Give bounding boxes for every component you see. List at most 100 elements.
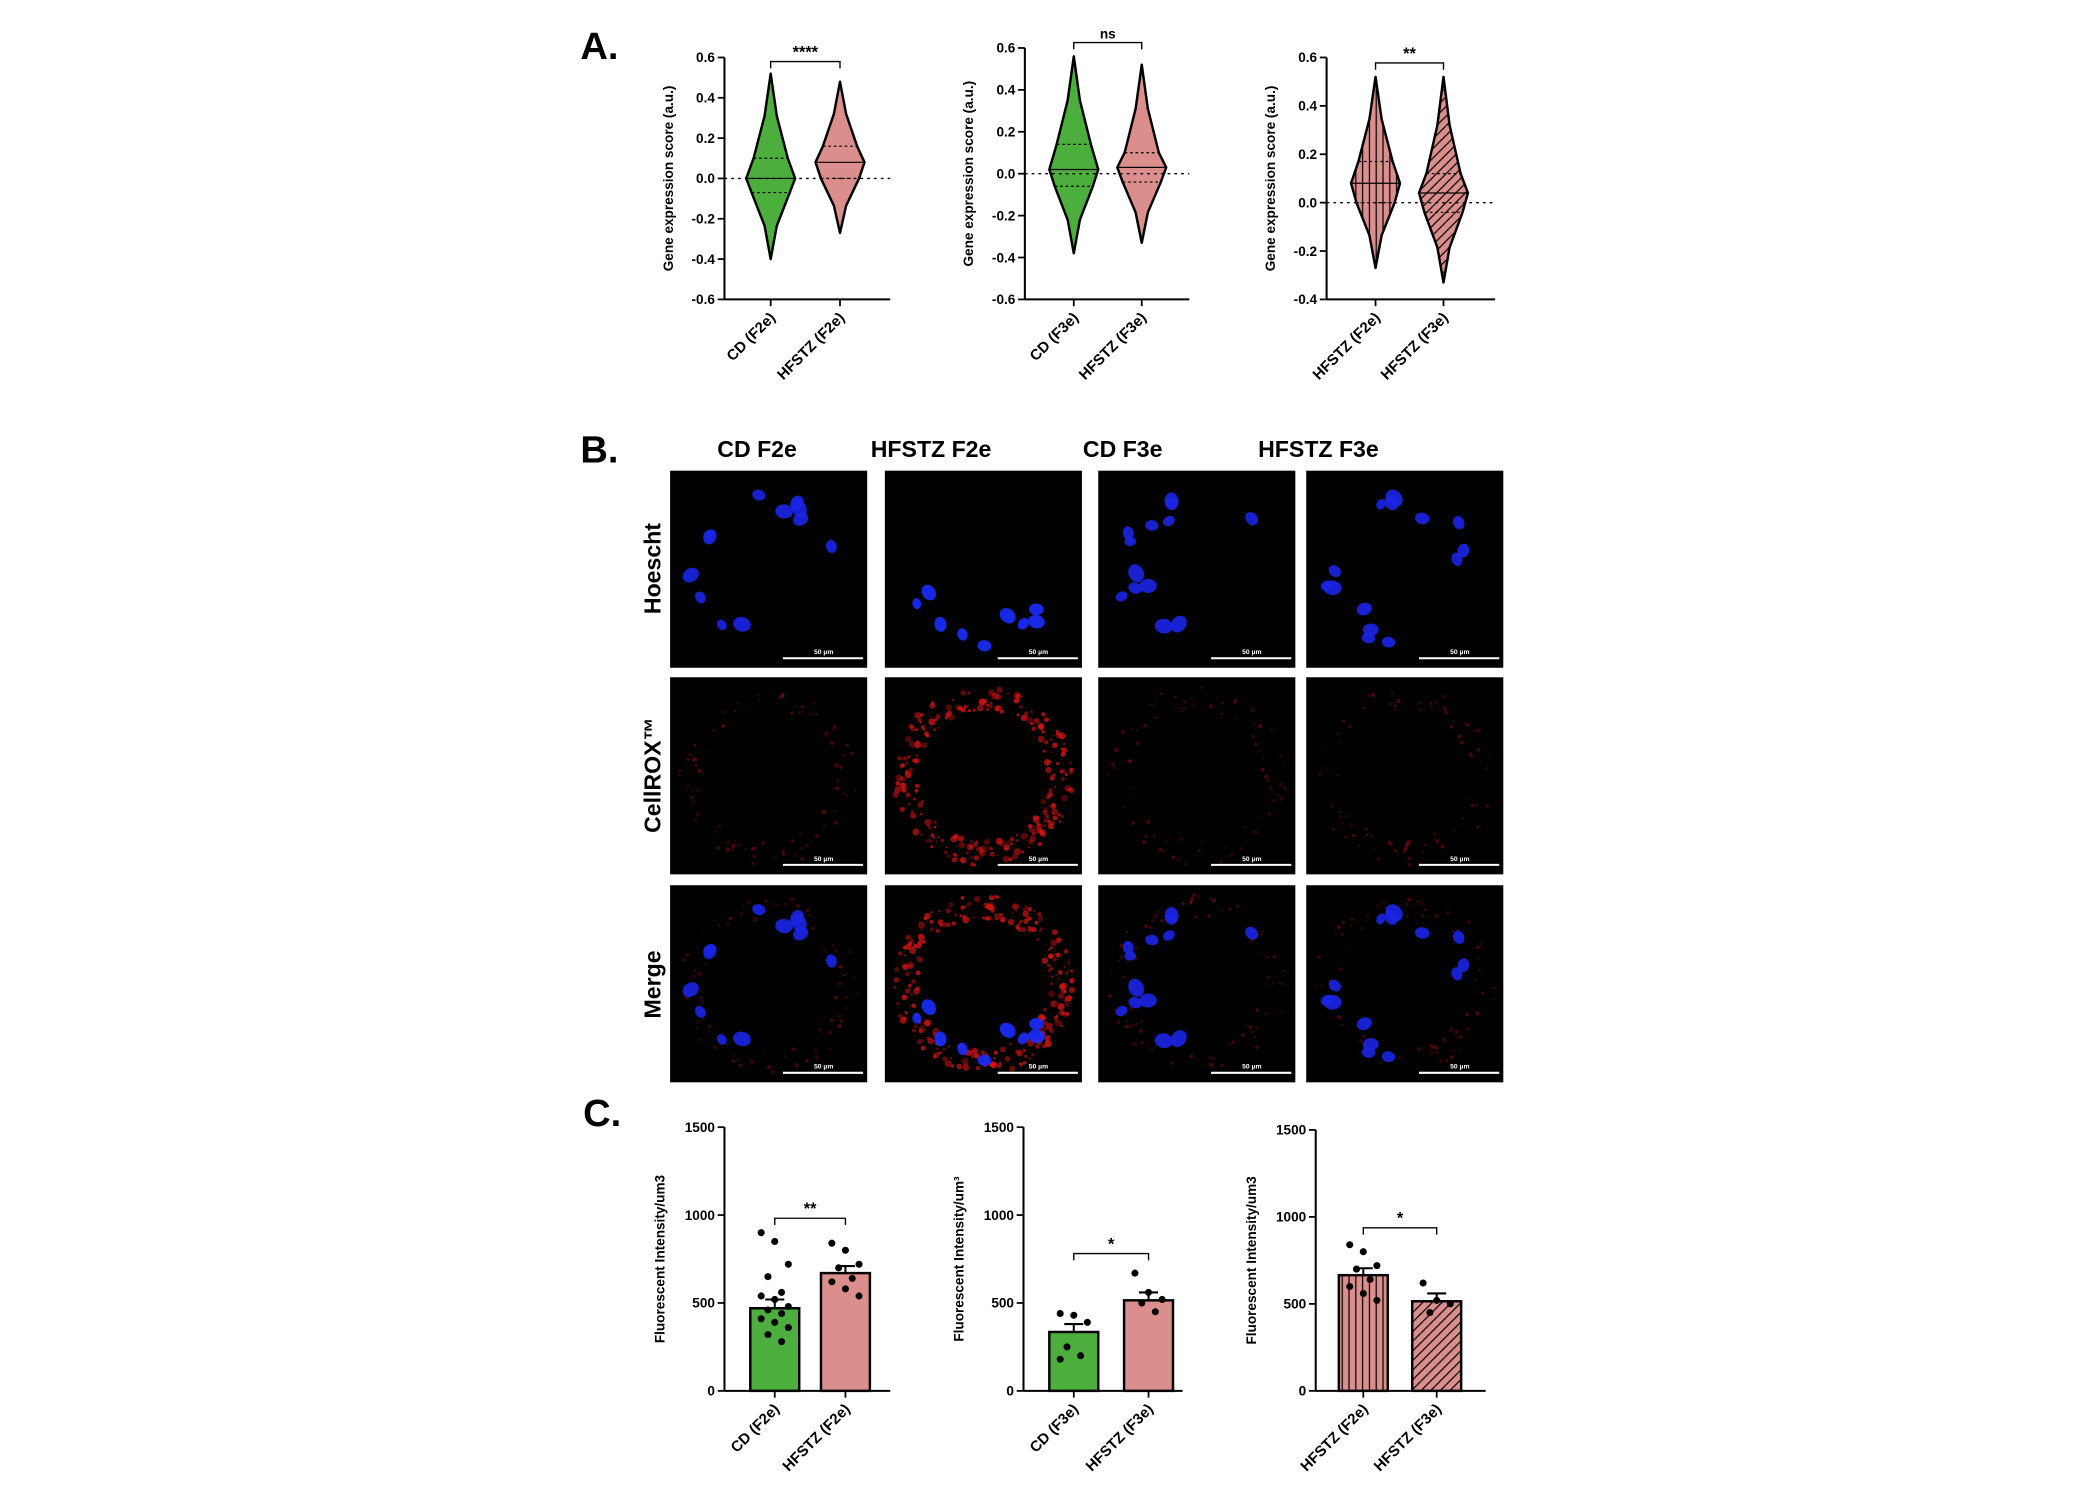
red-signal bbox=[1070, 980, 1074, 984]
red-signal bbox=[1341, 822, 1344, 825]
red-signal bbox=[1419, 1048, 1422, 1051]
red-signal bbox=[1128, 787, 1131, 789]
red-signal bbox=[1344, 835, 1348, 839]
nucleus bbox=[703, 529, 717, 545]
red-signal bbox=[1125, 960, 1129, 964]
red-signal bbox=[1108, 994, 1112, 998]
micrograph: 50 µm bbox=[884, 885, 1082, 1083]
red-signal bbox=[762, 1052, 764, 1055]
red-signal bbox=[915, 970, 921, 976]
bar bbox=[1122, 1299, 1175, 1393]
red-signal bbox=[956, 1063, 962, 1070]
red-signal bbox=[1255, 1026, 1260, 1030]
red-signal bbox=[1369, 834, 1374, 838]
red-signal bbox=[1476, 957, 1480, 961]
micrograph: 50 µm bbox=[1098, 677, 1296, 875]
red-signal bbox=[731, 1059, 735, 1063]
image-background bbox=[670, 885, 868, 1083]
red-signal bbox=[1044, 1034, 1051, 1041]
red-signal bbox=[1442, 705, 1447, 709]
red-signal bbox=[910, 993, 913, 996]
red-signal bbox=[1037, 841, 1042, 846]
scale-bar-label: 50 µm bbox=[1450, 1064, 1469, 1071]
red-signal bbox=[1153, 700, 1156, 703]
y-tick-label: 1500 bbox=[1276, 1123, 1306, 1138]
red-signal bbox=[1256, 831, 1259, 834]
red-signal bbox=[1024, 711, 1029, 716]
red-signal bbox=[1318, 773, 1322, 776]
red-signal bbox=[1179, 838, 1183, 841]
red-signal bbox=[937, 1052, 940, 1055]
red-signal bbox=[962, 1063, 970, 1071]
red-signal bbox=[1340, 932, 1344, 936]
y-tick-label: 0.2 bbox=[696, 131, 715, 146]
significance-label: **** bbox=[793, 43, 819, 61]
red-signal bbox=[1446, 911, 1450, 915]
red-signal bbox=[1050, 820, 1055, 826]
red-signal bbox=[1045, 766, 1052, 774]
red-signal bbox=[973, 896, 981, 903]
red-signal bbox=[1179, 710, 1182, 713]
red-signal bbox=[1319, 983, 1322, 986]
red-signal bbox=[987, 689, 995, 697]
red-signal bbox=[805, 1058, 809, 1063]
red-signal bbox=[700, 996, 703, 999]
red-signal bbox=[983, 902, 990, 909]
red-signal bbox=[1009, 1065, 1016, 1072]
red-signal bbox=[920, 927, 923, 931]
red-signal bbox=[781, 850, 785, 854]
red-signal bbox=[1106, 773, 1111, 777]
data-point bbox=[1446, 1300, 1454, 1308]
red-signal bbox=[1423, 908, 1427, 912]
red-signal bbox=[1009, 837, 1015, 842]
red-signal bbox=[804, 843, 809, 848]
red-signal bbox=[922, 1039, 925, 1042]
nucleus bbox=[1154, 618, 1173, 634]
red-signal bbox=[1433, 915, 1438, 920]
red-signal bbox=[1393, 709, 1396, 712]
red-signal bbox=[756, 693, 759, 697]
violin bbox=[814, 80, 866, 235]
red-signal bbox=[1419, 708, 1423, 712]
red-signal bbox=[895, 780, 901, 786]
red-signal bbox=[1040, 1026, 1047, 1033]
red-signal bbox=[855, 991, 858, 994]
red-signal bbox=[1022, 905, 1029, 913]
red-signal bbox=[1047, 963, 1051, 968]
red-signal bbox=[697, 1020, 700, 1024]
nucleus bbox=[826, 539, 837, 554]
red-signal bbox=[1050, 1000, 1058, 1008]
red-signal bbox=[905, 785, 909, 789]
red-signal bbox=[942, 1056, 948, 1062]
y-axis-label: Fluorescent Intensity/um3 bbox=[653, 1174, 668, 1343]
red-signal bbox=[690, 795, 694, 799]
red-signal bbox=[1052, 957, 1057, 962]
x-tick-label: HFSTZ (F2e) bbox=[779, 1401, 853, 1475]
nucleus bbox=[1139, 993, 1157, 1008]
red-signal bbox=[912, 797, 916, 801]
red-signal bbox=[1449, 1055, 1454, 1060]
red-signal bbox=[791, 1047, 796, 1052]
red-signal bbox=[1037, 915, 1044, 922]
y-tick-label: 0.2 bbox=[996, 125, 1015, 140]
red-signal bbox=[1160, 919, 1164, 923]
red-signal bbox=[1452, 720, 1455, 724]
red-signal bbox=[989, 701, 993, 704]
red-signal bbox=[1449, 1027, 1454, 1032]
red-signal bbox=[1279, 796, 1284, 801]
red-signal bbox=[1220, 701, 1225, 705]
red-signal bbox=[758, 698, 761, 701]
red-signal bbox=[1260, 749, 1263, 752]
red-signal bbox=[822, 825, 827, 829]
red-signal bbox=[1459, 1048, 1462, 1052]
red-signal bbox=[1473, 988, 1475, 990]
y-tick-label: 0 bbox=[1299, 1384, 1307, 1399]
red-signal bbox=[1372, 848, 1375, 851]
red-signal bbox=[1033, 717, 1040, 724]
micrograph: 50 µm bbox=[1306, 470, 1504, 668]
red-signal bbox=[1404, 845, 1409, 850]
nucleus bbox=[733, 616, 751, 632]
nucleus bbox=[1115, 1005, 1128, 1017]
red-signal bbox=[1037, 828, 1043, 834]
red-signal bbox=[1124, 1024, 1129, 1029]
